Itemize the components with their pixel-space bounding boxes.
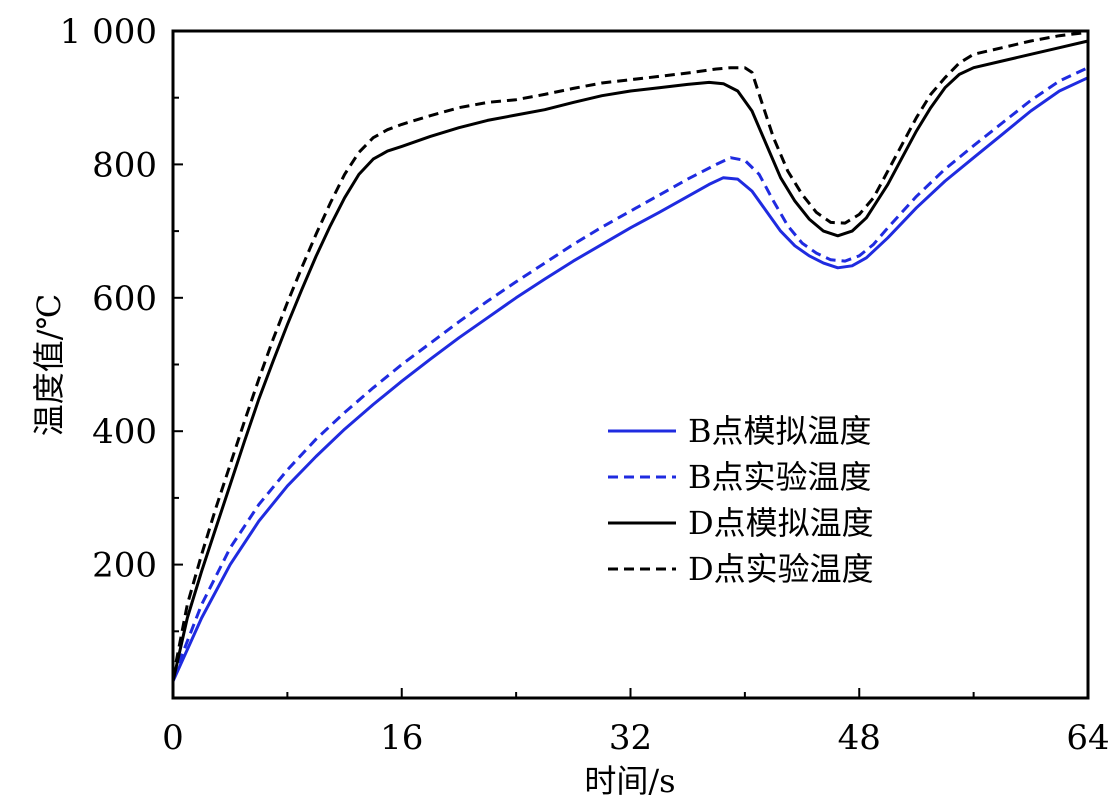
x-axis-label: 时间/s [584,762,675,800]
legend-label-3: D点模拟温度 [688,504,874,542]
x-tick-label: 48 [838,718,881,758]
series-line-2 [171,66,1089,679]
x-tick-label: 16 [380,718,423,758]
y-tick-label: 800 [92,145,157,185]
legend-label-1: B点模拟温度 [688,412,872,450]
series-line-1 [171,76,1089,682]
x-tick-label: 64 [1066,718,1109,758]
y-tick-label: 1 000 [60,12,157,52]
legend-label-2: B点实验温度 [688,458,872,496]
y-axis-label: 温度值/℃ [30,294,68,437]
y-tick-label: 400 [92,412,157,452]
y-tick-label: 600 [92,279,157,319]
x-axis-ticks: 0 16 32 48 64 [162,688,1110,758]
y-tick-label: 200 [92,546,157,586]
y-axis-ticks: 200 400 600 800 1 000 [60,12,183,633]
series-line-3 [171,39,1089,682]
legend-label-4: D点实验温度 [688,550,874,588]
x-tick-label: 0 [162,718,184,758]
legend: B点模拟温度 B点实验温度 D点模拟温度 D点实验温度 [608,412,874,588]
series-line-4 [171,30,1089,679]
x-tick-label: 32 [609,718,652,758]
series-layer [171,30,1089,682]
